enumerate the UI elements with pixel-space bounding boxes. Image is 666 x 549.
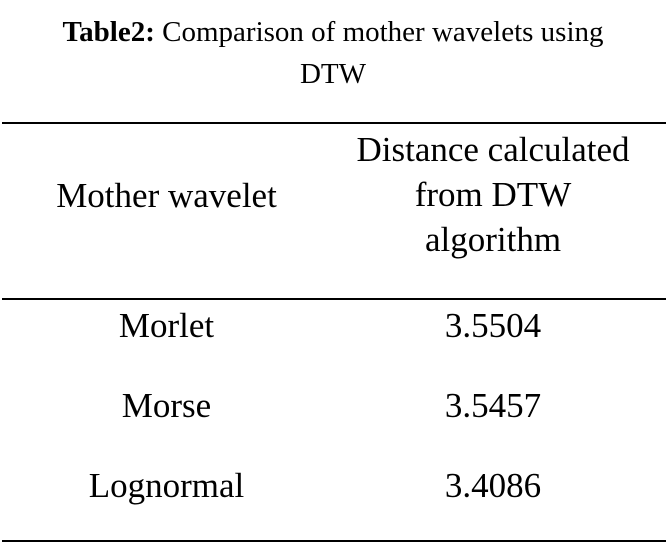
caption-text: Comparison of mother wavelets using <box>154 16 604 48</box>
header-distance-line: Distance calculated <box>356 130 630 169</box>
wavelet-name-cell: Morlet <box>118 306 215 345</box>
table-header-rule <box>2 298 666 300</box>
table-caption: Table2: Comparison of mother wavelets us… <box>0 13 666 51</box>
table-top-rule <box>2 122 666 124</box>
distance-value-cell: 3.5457 <box>444 386 542 425</box>
table-label: Table2: <box>62 16 155 48</box>
header-distance-line: from DTW <box>414 175 572 214</box>
caption-text-continued: DTW <box>299 58 367 90</box>
table-bottom-rule <box>2 540 666 542</box>
wavelet-name-cell: Morse <box>121 386 212 425</box>
table-row: Morse 3.5457 <box>0 382 666 430</box>
table-row: Lognormal 3.4086 <box>0 462 666 510</box>
header-mother-wavelet: Mother wavelet <box>56 176 277 215</box>
header-distance-line: algorithm <box>424 220 562 259</box>
distance-value-cell: 3.5504 <box>444 306 542 345</box>
distance-value-cell: 3.4086 <box>444 466 542 505</box>
table-row: Morlet 3.5504 <box>0 302 666 350</box>
wavelet-name-cell: Lognormal <box>88 466 245 505</box>
header-distance: Distance calculated from DTW algorithm <box>333 127 653 262</box>
